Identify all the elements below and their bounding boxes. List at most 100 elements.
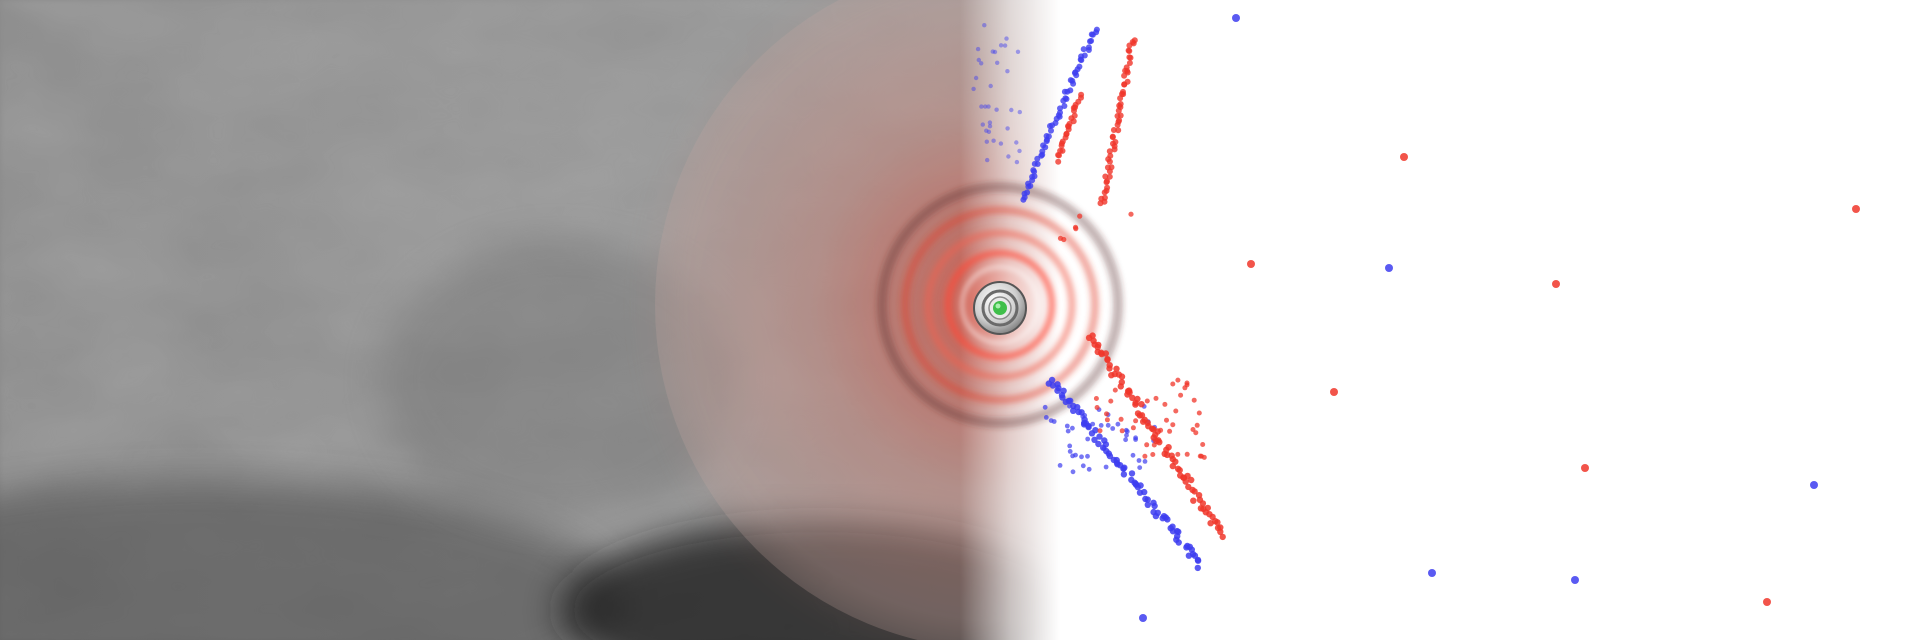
scan-point — [1087, 38, 1093, 45]
scan-point — [1064, 423, 1070, 429]
scan-point — [1091, 341, 1098, 348]
scan-point — [1188, 476, 1195, 484]
scan-point — [1194, 422, 1200, 428]
scan-point — [1428, 569, 1436, 577]
scan-point — [1158, 427, 1164, 433]
scan-point — [1170, 381, 1176, 387]
scan-point — [1144, 501, 1152, 508]
scan-point — [1080, 463, 1086, 469]
scan-point — [979, 61, 984, 66]
scan-point — [1115, 127, 1122, 134]
scan-point — [1020, 196, 1027, 203]
scan-point — [1029, 177, 1036, 184]
scan-point — [1067, 403, 1072, 409]
scan-point — [994, 107, 999, 112]
scan-point — [1048, 127, 1054, 134]
scan-point — [1400, 153, 1408, 161]
scan-point — [1121, 81, 1128, 88]
scan-point — [976, 57, 981, 63]
scan-point — [1173, 408, 1179, 414]
scan-point — [1058, 142, 1065, 149]
scan-point — [1115, 107, 1122, 114]
scan-point — [1194, 556, 1202, 564]
scan-point — [1117, 95, 1124, 102]
scan-point — [1182, 478, 1189, 485]
scan-point — [1167, 428, 1173, 434]
scan-point — [1217, 528, 1224, 535]
scan-point — [1127, 54, 1134, 61]
scan-point — [1137, 465, 1143, 470]
scan-point — [1057, 105, 1063, 112]
scan-point — [1112, 387, 1118, 393]
scan-point — [990, 49, 995, 54]
scan-point — [1129, 394, 1136, 401]
scan-point — [1571, 576, 1579, 584]
scan-point — [1103, 464, 1109, 470]
scan-point — [1133, 418, 1139, 424]
scan-point — [1005, 126, 1010, 131]
scan-point — [1079, 454, 1084, 460]
robot-position-icon — [973, 281, 1027, 335]
scan-point — [1121, 466, 1126, 472]
scan-point — [1098, 423, 1104, 428]
scan-point — [1552, 280, 1560, 288]
scan-point — [1110, 426, 1116, 431]
scan-point — [1078, 57, 1085, 64]
scan-point — [984, 139, 989, 144]
scan-point — [1085, 422, 1092, 430]
scan-point — [1080, 414, 1086, 419]
scan-point — [1056, 152, 1062, 159]
scan-point — [1017, 148, 1022, 154]
scan-point — [1058, 391, 1066, 399]
scan-point — [1009, 107, 1014, 113]
scan-point — [979, 104, 984, 109]
scan-point — [983, 104, 988, 109]
scan-point — [1097, 200, 1104, 207]
scan-point — [1144, 442, 1150, 448]
scan-point — [986, 129, 992, 134]
range-ring — [877, 182, 1123, 428]
scan-point — [1043, 415, 1049, 420]
scan-point — [1017, 109, 1022, 115]
scan-point — [1175, 377, 1181, 383]
scan-point — [1031, 160, 1038, 167]
range-rings — [877, 182, 1123, 428]
scan-point — [1070, 80, 1077, 87]
scan-point — [1105, 422, 1111, 428]
scan-point — [1184, 451, 1190, 457]
scan-point — [1106, 168, 1113, 175]
scan-point — [1072, 224, 1079, 230]
scan-point — [1061, 103, 1068, 109]
scan-point — [1156, 439, 1163, 446]
scan-point — [1060, 97, 1067, 104]
scan-point — [1096, 433, 1103, 440]
scan-point — [1153, 395, 1159, 401]
scan-point — [1193, 430, 1199, 436]
scan-point — [1005, 69, 1010, 74]
scan-point — [1133, 437, 1138, 442]
scan-point — [1106, 173, 1113, 180]
scan-point — [988, 83, 993, 89]
scan-point — [1101, 189, 1108, 196]
scan-point — [985, 157, 990, 163]
scan-point — [1118, 416, 1124, 422]
scan-point — [1126, 60, 1133, 66]
scan-point — [1190, 497, 1197, 504]
scan-point — [998, 141, 1004, 146]
scan-point — [1145, 423, 1152, 430]
scan-point — [1206, 511, 1213, 518]
scan-point — [1073, 72, 1080, 79]
scan-point — [1139, 614, 1147, 622]
scan-point — [1004, 36, 1009, 41]
scan-point — [1330, 388, 1338, 396]
scan-point — [982, 23, 987, 28]
scan-point — [1091, 436, 1098, 443]
scan-point — [1170, 422, 1176, 428]
scan-point — [1109, 133, 1116, 140]
scan-point — [1047, 123, 1053, 129]
scan-point — [1070, 425, 1075, 431]
scan-point — [1014, 140, 1019, 145]
scan-point — [1095, 440, 1102, 448]
scan-point — [1164, 451, 1171, 459]
scan-point — [1191, 397, 1197, 403]
